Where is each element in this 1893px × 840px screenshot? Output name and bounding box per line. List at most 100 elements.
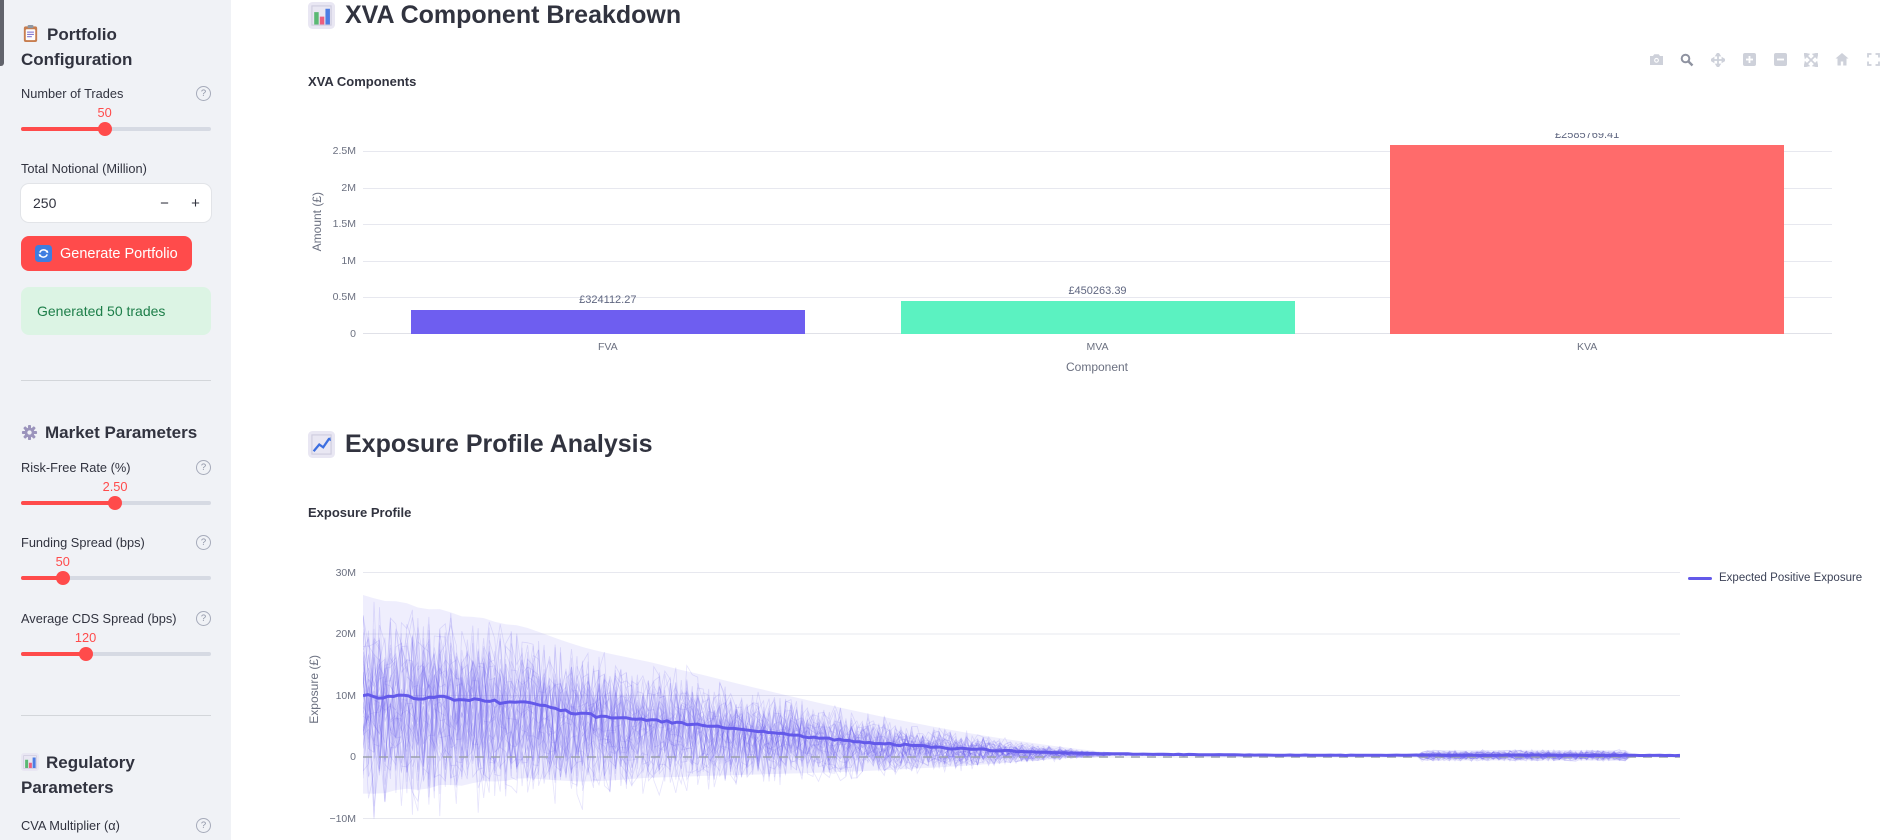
legend-line-swatch bbox=[1688, 576, 1712, 580]
gridline bbox=[363, 260, 1832, 262]
pan-icon[interactable] bbox=[1707, 52, 1729, 67]
home-icon[interactable] bbox=[1831, 52, 1853, 67]
success-text: Generated 50 trades bbox=[37, 303, 166, 319]
slider-thumb[interactable] bbox=[108, 496, 123, 510]
rate-slider[interactable]: 2.50 bbox=[21, 477, 211, 521]
gridline bbox=[363, 297, 1832, 299]
xva-components-plot[interactable]: £324112.27 £450263.39 £2585769.41 bbox=[363, 133, 1832, 334]
y-tick-label: −10M bbox=[329, 812, 356, 825]
trades-slider-group: Number of Trades ? 50 bbox=[21, 86, 211, 147]
help-icon[interactable]: ? bbox=[196, 460, 211, 475]
page-heading-xva: XVA Component Breakdown bbox=[308, 1, 681, 30]
simulation-path bbox=[363, 618, 1680, 817]
market-params-section-header: Market Parameters bbox=[21, 422, 211, 447]
clipboard-icon bbox=[21, 24, 40, 49]
slider-fill bbox=[21, 576, 63, 580]
funding-slider-group: Funding Spread (bps) ? 50 bbox=[21, 535, 211, 596]
bar-value-label: £324112.27 bbox=[579, 294, 637, 307]
y-tick-label: 0 bbox=[350, 328, 356, 340]
sidebar-scroll-strip bbox=[0, 0, 4, 66]
exposure-band bbox=[363, 594, 1680, 794]
x-tick-label: KVA bbox=[1577, 341, 1598, 353]
slider-thumb[interactable] bbox=[97, 122, 112, 136]
cds-slider-label: Average CDS Spread (bps) bbox=[21, 611, 177, 626]
help-icon[interactable]: ? bbox=[196, 86, 211, 101]
gridline bbox=[363, 187, 1832, 189]
slider-track[interactable] bbox=[21, 496, 211, 510]
rate-slider-group: Risk-Free Rate (%) ? 2.50 bbox=[21, 460, 211, 521]
bar-value-label: £450263.39 bbox=[1068, 285, 1127, 298]
cds-slider[interactable]: 120 bbox=[21, 628, 211, 672]
portfolio-config-section-header: Portfolio Configuration bbox=[21, 24, 211, 72]
simulation-path bbox=[363, 609, 1680, 819]
bar-chart-icon bbox=[21, 753, 39, 777]
simulation-path bbox=[363, 656, 1680, 780]
funding-slider-label: Funding Spread (bps) bbox=[21, 535, 145, 550]
chart1-title: XVA Components bbox=[308, 74, 417, 89]
increment-button[interactable]: + bbox=[180, 184, 211, 222]
simulation-path bbox=[363, 630, 1680, 783]
epe-line[interactable] bbox=[363, 693, 1680, 758]
simulation-path bbox=[363, 631, 1680, 788]
simulation-path bbox=[363, 658, 1680, 771]
line-chart-icon bbox=[308, 431, 335, 458]
divider bbox=[21, 715, 211, 716]
zoom-in-icon[interactable] bbox=[1738, 52, 1760, 67]
section-title: Market Parameters bbox=[45, 423, 198, 442]
slider-track[interactable] bbox=[21, 122, 211, 136]
simulation-path bbox=[363, 633, 1680, 794]
notional-input-label: Total Notional (Million) bbox=[21, 161, 147, 176]
slider-thumb[interactable] bbox=[55, 571, 70, 585]
cva-multiplier-group: CVA Multiplier (α) ? bbox=[21, 818, 211, 833]
page-heading-text: Exposure Profile Analysis bbox=[345, 430, 653, 458]
slider-track[interactable] bbox=[21, 571, 211, 585]
generate-portfolio-button[interactable]: Generate Portfolio bbox=[21, 236, 192, 271]
y-tick-label: 1M bbox=[341, 254, 356, 267]
plotly-modebar bbox=[1645, 52, 1884, 67]
simulation-path bbox=[363, 623, 1680, 786]
exposure-profile-plot[interactable] bbox=[363, 559, 1680, 840]
y-tick-label: 20M bbox=[335, 628, 356, 640]
camera-icon[interactable] bbox=[1645, 52, 1667, 67]
rate-slider-label: Risk-Free Rate (%) bbox=[21, 460, 131, 475]
bar-fva[interactable] bbox=[410, 310, 805, 334]
help-icon[interactable]: ? bbox=[196, 535, 211, 550]
legend-item-epe[interactable]: Expected Positive Exposure bbox=[1688, 572, 1862, 584]
slider-fill bbox=[21, 652, 86, 656]
simulation-path bbox=[363, 654, 1680, 764]
zoom-icon[interactable] bbox=[1676, 52, 1698, 67]
funding-slider[interactable]: 50 bbox=[21, 552, 211, 596]
simulation-path bbox=[363, 613, 1680, 798]
y-tick-label: 0.5M bbox=[332, 291, 356, 304]
help-icon[interactable]: ? bbox=[196, 818, 211, 833]
bar-mva[interactable] bbox=[900, 301, 1295, 334]
generate-button-group: Generate Portfolio bbox=[21, 236, 211, 271]
simulation-path bbox=[363, 633, 1680, 782]
notional-input-group: Total Notional (Million) 250 − + bbox=[21, 161, 211, 222]
slider-track[interactable] bbox=[21, 647, 211, 661]
notional-input[interactable]: 250 − + bbox=[21, 184, 211, 222]
section-title: Regulatory Parameters bbox=[21, 753, 135, 798]
page-heading-text: XVA Component Breakdown bbox=[345, 1, 682, 29]
chart1-x-axis-title: Component bbox=[1065, 360, 1129, 374]
y-tick-label: 10M bbox=[335, 689, 356, 702]
simulation-path bbox=[363, 628, 1680, 803]
chart2-title: Exposure Profile bbox=[308, 505, 412, 520]
trades-slider-label: Number of Trades bbox=[21, 86, 124, 101]
y-tick-label: 2.5M bbox=[332, 145, 356, 157]
help-icon[interactable]: ? bbox=[196, 611, 211, 626]
cds-slider-group: Average CDS Spread (bps) ? 120 bbox=[21, 611, 211, 672]
slider-fill bbox=[21, 127, 105, 131]
regulatory-params-section-header: Regulatory Parameters bbox=[21, 752, 211, 800]
slider-value: 50 bbox=[55, 554, 70, 569]
trades-slider[interactable]: 50 bbox=[21, 103, 211, 147]
notional-input-value[interactable]: 250 bbox=[33, 195, 57, 211]
fullscreen-icon[interactable] bbox=[1862, 52, 1884, 67]
zoom-out-icon[interactable] bbox=[1769, 52, 1791, 67]
refresh-icon bbox=[35, 245, 52, 262]
gridline bbox=[363, 151, 1832, 152]
decrement-button[interactable]: − bbox=[149, 184, 180, 222]
autoscale-icon[interactable] bbox=[1800, 52, 1822, 67]
bar-kva[interactable] bbox=[1390, 144, 1785, 334]
slider-thumb[interactable] bbox=[78, 647, 93, 661]
